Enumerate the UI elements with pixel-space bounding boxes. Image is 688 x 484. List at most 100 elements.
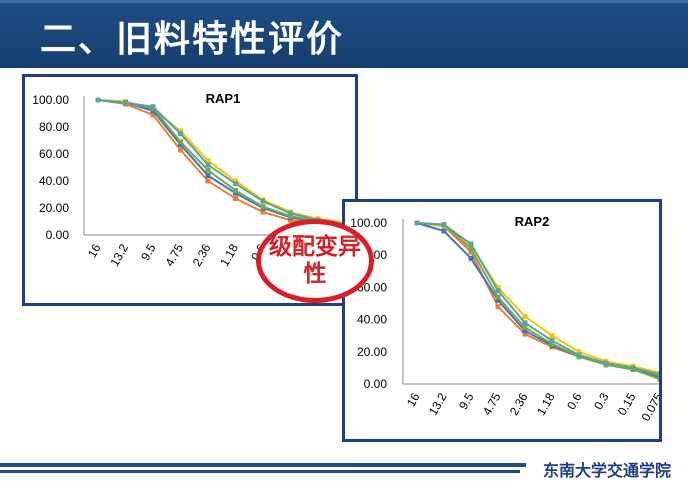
rap2-series-1-point <box>549 333 555 339</box>
rap2-series-2-point <box>495 297 501 303</box>
rap1-series-3-point <box>260 204 266 210</box>
rap1-title: RAP1 <box>206 91 241 106</box>
rap1-series-4-point <box>205 162 211 168</box>
footer-rule-bottom <box>0 470 520 473</box>
rap1-series-3-line <box>97 99 346 227</box>
rap2-ytick-label: 100.00 <box>350 216 387 230</box>
rap2-series-0-point <box>468 249 474 255</box>
rap1-ytick-label: 60.00 <box>39 147 69 161</box>
rap2-series-3-point <box>495 294 501 300</box>
rap2-series-3-point <box>549 341 555 347</box>
rap2-series-3-point <box>657 376 659 382</box>
rap2-series-3-point <box>522 325 528 331</box>
gradation-variability-badge: 级配变异性 <box>256 219 374 303</box>
rap1-series-3-point <box>233 187 238 193</box>
rap1-series-4-point <box>95 97 101 103</box>
rap2-series-4-point <box>441 222 447 228</box>
rap1-series-1-point <box>205 158 211 164</box>
rap1-series-1-point <box>233 178 238 184</box>
rap2-xtick-label: 0.3 <box>591 390 612 412</box>
rap2-series-1-point <box>522 313 528 319</box>
rap1-series-4-point <box>178 131 183 137</box>
rap1-ytick-label: 40.00 <box>39 174 69 188</box>
rap1-series-4-line <box>97 99 346 226</box>
rap1-series-4-point <box>260 198 266 204</box>
rap1-series-1-line <box>97 99 346 224</box>
rap2-ytick-label: 0.00 <box>364 377 388 391</box>
rap1-chart: RAP1 0.00 20.00 40.00 60.00 80.00 100.00 16 13.2… <box>22 74 358 306</box>
rap2-series-0-line <box>416 222 659 377</box>
rap2-xtick-label: 4.75 <box>480 390 504 418</box>
rap2-ytick-label: 20.00 <box>357 345 387 359</box>
rap1-chart-svg: RAP1 0.00 20.00 40.00 60.00 80.00 100.00 16 13.2… <box>32 91 355 275</box>
rap1-ytick-label: 100.00 <box>32 93 69 107</box>
rap2-chart-svg: RAP20.0020.0040.0060.0080.00100.001613.2… <box>350 214 659 424</box>
rap2-series-1-point <box>495 284 501 290</box>
rap1-xtick-label: 9.5 <box>138 241 159 263</box>
rap2-series-4-point <box>414 220 420 226</box>
rap1-ytick-label: 80.00 <box>39 120 69 134</box>
rap1-ytick-label: 20.00 <box>39 201 69 215</box>
rap2-xtick-label: 9.5 <box>456 390 477 412</box>
rap2-series-4-point <box>630 365 636 371</box>
rap1-series-0-point <box>260 209 266 215</box>
rap2-xtick-label: 1.18 <box>534 390 558 418</box>
rap2-series-1-point <box>576 349 582 355</box>
rap1-series-2-point <box>205 173 211 179</box>
school-name: 东南大学交通学院 <box>526 458 688 484</box>
rap2-series-4-point <box>495 288 501 294</box>
rap1-series-2-point <box>150 108 156 114</box>
rap1-series-0-point <box>233 196 238 202</box>
rap1-series-2-line <box>97 99 346 227</box>
rap2-series-4-point <box>468 241 474 247</box>
title-bar: 二、旧料特性评价 <box>0 0 688 68</box>
rap2-series-4-line <box>416 222 659 376</box>
rap1-series-4-point <box>233 181 238 187</box>
rap2-ytick-label: 40.00 <box>357 313 387 327</box>
rap2-xtick-label: 2.36 <box>507 390 531 418</box>
rap2-xtick-label: 0.6 <box>564 390 585 412</box>
rap2-series-4-point <box>522 320 528 326</box>
rap2-xtick-label: 13.2 <box>426 390 450 418</box>
rap2-series-4-point <box>576 352 582 358</box>
rap2-xtick-label: 16 <box>404 390 423 409</box>
rap1-series-0-point <box>288 217 293 223</box>
rap2-series-4-point <box>603 360 609 366</box>
rap2-series-1-line <box>416 222 659 374</box>
rap2-series-4-point <box>549 338 555 344</box>
rap1-series-4-point <box>123 100 128 106</box>
rap1-series-0-line <box>97 99 346 228</box>
title-bar-highlight <box>0 0 688 3</box>
rap2-series-2-line <box>416 222 659 379</box>
rap2-xtick-label: 0.075 <box>638 390 659 423</box>
rap2-series-0-point <box>522 331 528 337</box>
rap1-series-4-point <box>150 104 156 110</box>
rap1-series-1-point <box>178 128 183 134</box>
rap2-series-3-point <box>468 246 474 252</box>
rap1-series-0-point <box>150 112 156 118</box>
rap1-series-0-point <box>205 178 211 184</box>
rap2-series-4-point <box>657 371 659 377</box>
rap1-series-3-point <box>178 139 183 145</box>
rap1-xtick-label: 13.2 <box>107 241 131 269</box>
rap2-series-2-point <box>441 228 447 234</box>
rap2-series-2-point <box>522 328 528 334</box>
rap1-series-4-point <box>288 210 293 216</box>
rap1-series-3-point <box>205 167 211 173</box>
rap2-series-2-point <box>468 255 474 261</box>
rap1-xtick-label: 2.36 <box>190 241 214 269</box>
rap1-series-2-point <box>233 190 238 196</box>
rap1-ytick-label: 0.00 <box>46 228 70 242</box>
rap1-series-2-point <box>178 142 183 148</box>
footer-rule-top <box>0 463 688 467</box>
rap1-xtick-label: 4.75 <box>162 241 186 269</box>
rap2-series-0-point <box>495 304 501 310</box>
rap1-xtick-label: 16 <box>85 241 104 260</box>
rap1-series-0-point <box>178 147 183 153</box>
rap1-series-3-point <box>288 213 293 219</box>
rap2-ytick-label: 60.00 <box>357 280 387 294</box>
rap2-chart: RAP20.0020.0040.0060.0080.00100.001613.2… <box>342 199 662 442</box>
rap2-series-3-line <box>416 222 659 380</box>
rap2-title: RAP2 <box>515 214 550 229</box>
rap2-xtick-label: 0.15 <box>615 390 639 418</box>
